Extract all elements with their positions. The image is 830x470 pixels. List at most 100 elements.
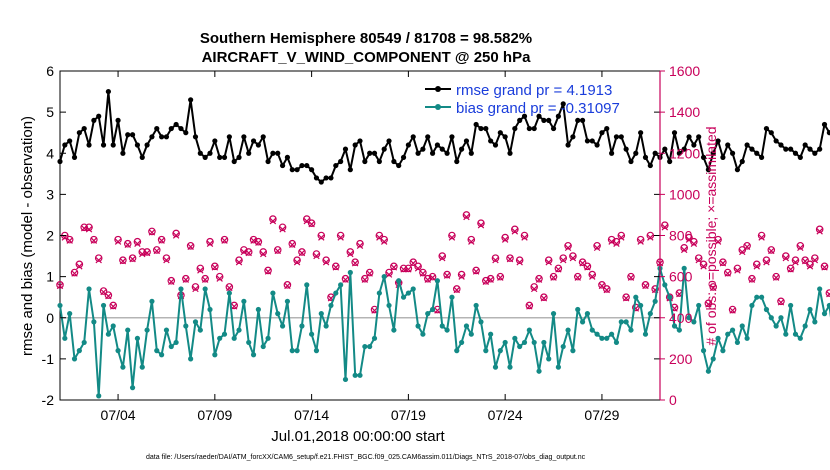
bias-point (797, 335, 803, 341)
y-tick-label: 1 (46, 269, 54, 285)
bias-point (192, 319, 199, 325)
bias-point (357, 372, 363, 378)
obs-possible-point (94, 254, 103, 262)
bias-point (338, 282, 344, 288)
obs-possible-point (264, 266, 272, 275)
rmse-point (391, 158, 397, 165)
obs-assimilated-point (414, 265, 422, 272)
rmse-point (81, 125, 87, 132)
rmse-point (207, 150, 213, 156)
obs-assimilated-point (322, 259, 330, 266)
obs-assimilated-point (680, 246, 688, 254)
rmse-point (415, 150, 421, 156)
obs-possible-point (235, 256, 243, 264)
bias-point (333, 290, 339, 296)
obs-possible-point (627, 272, 635, 281)
bias-point (279, 323, 286, 329)
rmse-point (425, 134, 431, 140)
obs-assimilated-point (453, 286, 460, 294)
obs-assimilated-point (690, 240, 698, 247)
obs-assimilated-point (516, 259, 523, 266)
rmse-point (439, 146, 445, 152)
bias-point (429, 306, 436, 313)
bias-point (691, 319, 697, 325)
chart-subtitle: AIRCRAFT_V_WIND_COMPONENT @ 250 hPa (202, 49, 532, 66)
bias-point (236, 327, 242, 333)
obs-assimilated-point (255, 239, 262, 246)
obs-assimilated-point (211, 264, 219, 271)
rmse-point (294, 167, 300, 173)
bias-point (734, 339, 741, 346)
bias-point (178, 286, 184, 292)
rmse-point (381, 146, 387, 152)
rmse-point (550, 125, 557, 132)
rmse-point (289, 167, 295, 173)
rmse-point (115, 117, 121, 123)
rmse-point (618, 134, 624, 140)
bias-point (705, 368, 711, 374)
obs-assimilated-point (739, 248, 746, 256)
obs-possible-point (564, 241, 572, 250)
obs-assimilated-point (758, 234, 765, 241)
rmse-point (367, 150, 373, 156)
obs-assimilated-point (284, 282, 291, 290)
bias-point (531, 339, 537, 346)
obs-assimilated-point (472, 268, 480, 275)
bias-point (367, 343, 373, 350)
rmse-point (400, 154, 407, 160)
bias-point (241, 298, 247, 304)
bias-point (76, 348, 82, 354)
obs-possible-point (104, 291, 113, 299)
obs-assimilated-point (589, 273, 596, 280)
obs-possible-point (786, 264, 795, 273)
obs-assimilated-point (569, 254, 577, 262)
bias-point (134, 335, 141, 341)
legend-bias-marker (435, 104, 441, 110)
rmse-point (773, 138, 779, 144)
obs-assimilated-point (811, 256, 819, 264)
obs-possible-point (535, 274, 543, 283)
bias-point (575, 306, 581, 313)
bias-point (536, 368, 542, 374)
obs-assimilated-point (526, 303, 533, 310)
obs-assimilated-point (637, 238, 644, 245)
bias-point (473, 302, 479, 309)
obs-possible-point (501, 233, 509, 242)
obs-assimilated-point (424, 276, 431, 283)
obs-assimilated-point (627, 274, 635, 281)
obs-possible-point (651, 285, 659, 293)
obs-assimilated-point (308, 220, 315, 228)
obs-possible-point (612, 237, 621, 246)
rmse-point (149, 134, 155, 140)
rmse-point (221, 154, 228, 160)
rmse-point (328, 175, 334, 181)
bias-point (589, 327, 595, 333)
obs-possible-point (738, 246, 747, 254)
obs-assimilated-point (351, 260, 359, 267)
obs-assimilated-point (806, 263, 814, 270)
bias-point (67, 311, 73, 317)
rmse-point (250, 138, 257, 144)
bias-point (270, 290, 276, 296)
obs-possible-point (704, 299, 713, 308)
obs-assimilated-point (153, 247, 160, 255)
obs-assimilated-point (356, 242, 364, 250)
rmse-point (386, 138, 392, 144)
rmse-point (797, 154, 803, 160)
rmse-point (623, 146, 629, 152)
obs-possible-point (767, 246, 776, 254)
footnote: data file: /Users/raeder/DAI/ATM_forcXX/… (146, 454, 586, 461)
obs-possible-point (554, 264, 563, 273)
obs-assimilated-point (463, 213, 470, 221)
bias-point (667, 294, 673, 300)
obs-assimilated-point (226, 284, 233, 292)
obs-possible-point (661, 221, 669, 230)
rmse-point (783, 146, 789, 152)
rmse-point (410, 134, 416, 140)
rmse-point (129, 132, 136, 138)
bias-point (250, 352, 257, 358)
rmse-point (473, 121, 479, 128)
rmse-point (778, 142, 784, 148)
obs-assimilated-point (182, 276, 190, 283)
y2-tick-label: 600 (669, 269, 693, 285)
